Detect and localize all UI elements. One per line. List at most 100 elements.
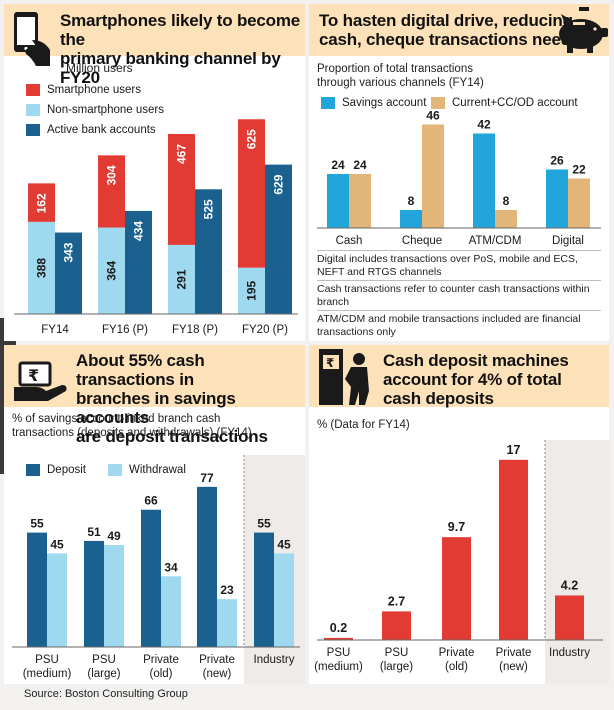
legend-item-non-smartphone: Non-smartphone users xyxy=(26,104,164,116)
data-label: 343 xyxy=(62,242,76,262)
bar-smartphone xyxy=(98,155,125,228)
data-label: 45 xyxy=(50,537,64,551)
category-label: Private xyxy=(143,654,179,666)
cash-deposit-machines-panel: ₹ Cash deposit machines account for 4% o… xyxy=(309,345,609,684)
category-label: (medium) xyxy=(23,668,72,680)
data-label: 24 xyxy=(353,158,367,172)
legend-swatch xyxy=(26,464,40,476)
bar-cdm-share xyxy=(324,637,353,640)
piggy-bank-icon xyxy=(553,6,609,59)
bar-deposit xyxy=(197,486,217,647)
panel-header: Smartphones likely to become the primary… xyxy=(4,4,305,87)
note-cash: Cash transactions refer to counter cash … xyxy=(317,280,601,309)
data-label: 24 xyxy=(331,158,345,172)
panel-title: About 55% cash transactions in branches … xyxy=(76,351,268,446)
category-label: PSU xyxy=(385,647,409,659)
branch-cash-chart: 55 45 PSU (medium) 51 49 PSU (large) 66 34 Private… xyxy=(12,455,305,684)
data-label: 49 xyxy=(107,529,121,543)
data-label: 55 xyxy=(30,517,44,531)
bar-bank-accounts xyxy=(195,189,222,314)
legend-swatch xyxy=(431,97,445,109)
data-label: 34 xyxy=(164,560,178,574)
category-label: Cash xyxy=(336,235,363,247)
bar-withdrawal xyxy=(104,545,124,647)
bar-cdm-share xyxy=(499,459,528,640)
panel-header: ₹ Cash deposit machines account for 4% o… xyxy=(309,345,609,408)
atm-machine-icon: ₹ xyxy=(315,347,373,412)
data-label: 77 xyxy=(200,471,214,485)
category-label: (large) xyxy=(87,668,120,680)
bar-deposit xyxy=(27,532,47,647)
legend-label: Smartphone users xyxy=(47,84,141,96)
data-label: 55 xyxy=(257,517,271,531)
bar-withdrawal xyxy=(47,553,67,647)
category-label: PSU xyxy=(92,654,116,666)
transaction-channels-panel: To hasten digital drive, reducing cash, … xyxy=(309,4,609,341)
category-label: Industry xyxy=(549,647,590,659)
data-label: 2.7 xyxy=(388,594,405,608)
category-label: (new) xyxy=(499,661,528,673)
bar-non-smartphone xyxy=(28,221,55,314)
data-label: 8 xyxy=(503,194,510,208)
data-label: 26 xyxy=(550,154,564,168)
category-label: Private xyxy=(439,647,475,659)
data-label: 42 xyxy=(477,118,491,132)
data-label: 364 xyxy=(105,260,119,280)
note-digital: Digital includes transactions over PoS, … xyxy=(317,250,601,279)
legend-item-savings: Savings account xyxy=(321,97,426,109)
legend-label: Savings account xyxy=(342,97,427,109)
bar-withdrawal xyxy=(161,576,181,647)
category-label: (new) xyxy=(203,668,232,680)
bar-withdrawal xyxy=(217,599,237,647)
rupee-hand-icon: ₹ xyxy=(12,355,70,410)
data-label: 304 xyxy=(105,165,119,185)
svg-text:₹: ₹ xyxy=(326,356,334,370)
category-label: (medium) xyxy=(314,661,363,673)
data-label: 23 xyxy=(220,583,234,597)
legend-item-bank-accounts: Active bank accounts xyxy=(26,124,156,136)
smartphone-users-panel: Smartphones likely to become the primary… xyxy=(4,4,305,341)
category-label: PSU xyxy=(327,647,351,659)
legend-item-deposit: Deposit xyxy=(26,464,86,476)
bar-smartphone xyxy=(28,183,55,222)
data-label: 195 xyxy=(245,281,259,301)
bar-non-smartphone xyxy=(168,244,195,314)
data-label: 66 xyxy=(144,494,158,508)
category-label: FY14 xyxy=(41,324,69,336)
bar-savings xyxy=(327,174,349,228)
data-label: 629 xyxy=(272,174,286,194)
bar-savings xyxy=(546,169,568,228)
cash-deposit-chart: 0.2 PSU (medium) 2.7 PSU (large) 9.7 Private (ol… xyxy=(314,440,609,684)
bar-bank-accounts xyxy=(125,210,152,314)
bar-deposit xyxy=(84,540,104,647)
category-label: (large) xyxy=(380,661,413,673)
category-label: Cheque xyxy=(402,235,442,247)
svg-text:₹: ₹ xyxy=(28,368,39,385)
bar-cdm-share xyxy=(442,537,471,640)
data-label: 51 xyxy=(87,525,101,539)
legend-swatch xyxy=(26,104,40,116)
bar-smartphone xyxy=(238,119,265,268)
legend-swatch xyxy=(26,124,40,136)
category-label: FY20 (P) xyxy=(242,324,288,336)
legend-swatch xyxy=(108,464,122,476)
legend-label: Withdrawal xyxy=(129,464,186,476)
bar-smartphone xyxy=(168,133,195,245)
legend-item-withdrawal: Withdrawal xyxy=(108,464,186,476)
bar-deposit xyxy=(141,509,161,647)
bar-current xyxy=(495,210,517,228)
data-label: 8 xyxy=(408,194,415,208)
data-label: 46 xyxy=(426,109,440,123)
category-label: (old) xyxy=(445,661,468,673)
legend-swatch xyxy=(321,97,335,109)
smartphone-hand-icon xyxy=(10,10,54,73)
bar-non-smartphone xyxy=(238,267,265,314)
bar-deposit xyxy=(254,532,274,647)
unit-label: Million users xyxy=(66,61,133,75)
data-label: 17 xyxy=(507,443,521,457)
legend-swatch xyxy=(26,84,40,96)
data-label: 291 xyxy=(175,269,189,289)
data-label: 162 xyxy=(35,193,49,213)
legend-label: Current+CC/OD account xyxy=(452,97,578,109)
category-label: Private xyxy=(496,647,532,659)
